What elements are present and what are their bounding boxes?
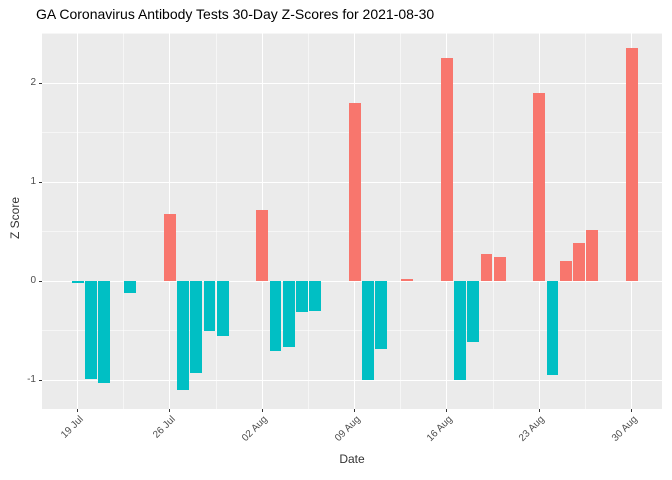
plot-panel [42, 33, 662, 409]
bar [493, 256, 506, 282]
x-tick-mark [631, 409, 633, 412]
y-axis-title: Z Score [8, 196, 22, 240]
bar [256, 210, 269, 282]
bar [164, 214, 176, 282]
bar [71, 281, 84, 284]
gridline-major-y [42, 82, 662, 85]
bar [572, 242, 585, 282]
bar [625, 47, 638, 282]
bar [586, 229, 598, 282]
bar [348, 103, 361, 282]
chart-title: GA Coronavirus Antibody Tests 30-Day Z-S… [36, 6, 435, 22]
bar [177, 281, 190, 391]
x-tick-mark [169, 409, 171, 412]
gridline-minor-y [42, 33, 662, 35]
gridline-major-x [77, 33, 79, 409]
gridline-minor-x [492, 33, 494, 409]
gridline-minor-y [42, 330, 662, 332]
y-tick-label: -1 [27, 374, 36, 386]
bar [454, 281, 467, 381]
y-tick-label: 1 [30, 176, 36, 188]
bar [203, 281, 216, 331]
bar [375, 281, 387, 349]
gridline-minor-x [400, 33, 402, 409]
bar [441, 57, 453, 282]
gridline-minor-x [215, 33, 217, 409]
x-tick-mark [446, 409, 448, 412]
bar [546, 281, 559, 376]
gridline-major-y [42, 280, 662, 282]
gridline-minor-x [307, 33, 309, 409]
y-tick-label: 0 [30, 275, 36, 287]
bar [309, 281, 321, 312]
gridline-minor-x [123, 33, 125, 409]
bar [533, 93, 546, 282]
y-tick-label: 2 [30, 77, 36, 89]
bar [282, 281, 295, 347]
gridline-minor-x [584, 33, 586, 409]
x-tick-mark [354, 409, 356, 412]
bar [480, 253, 493, 282]
x-tick-mark [77, 409, 79, 412]
y-tick-mark [39, 82, 42, 84]
bar [190, 281, 203, 374]
bar [124, 281, 137, 294]
bar [559, 260, 572, 282]
x-tick-mark [261, 409, 263, 412]
y-tick-mark [39, 181, 42, 183]
bar [84, 281, 97, 380]
bar [216, 281, 229, 336]
x-axis-title: Date [339, 452, 365, 466]
y-tick-mark [39, 379, 42, 381]
gridline-major-y [42, 379, 662, 381]
y-tick-mark [39, 280, 42, 282]
bar [467, 281, 480, 342]
bar [295, 281, 308, 313]
bar [98, 281, 110, 384]
bar [401, 279, 414, 282]
bar [361, 281, 374, 381]
x-tick-mark [538, 409, 540, 412]
bar [269, 281, 282, 351]
